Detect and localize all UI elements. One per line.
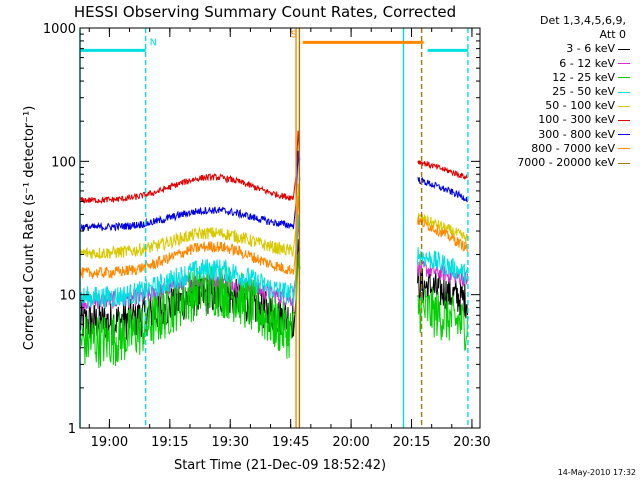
plot-frame [79,27,481,429]
legend-entry: 25 - 50 keV [484,85,630,99]
flag-label: S [291,29,297,40]
date-stamp: 14-May-2010 17:32 [557,468,636,477]
legend-header-line-1: Det 1,3,4,5,6,9, [539,14,626,27]
x-tick-label: 20:30 [453,435,490,450]
legend-swatch [618,162,630,164]
series-line-pre [79,183,301,260]
series-line-post [417,216,468,252]
legend-entry: 100 - 300 keV [484,113,630,127]
x-tick-label: 19:45 [272,435,309,450]
x-tick-label: 19:00 [91,435,128,450]
chart-title: HESSI Observing Summary Count Rates, Cor… [74,3,456,21]
series-line-pre [79,254,301,369]
series-line-pre [79,214,301,309]
legend-label: 7000 - 20000 keV [517,155,615,169]
x-tick-label: 19:15 [151,435,188,450]
legend-header-line-2: Att 0 [599,28,626,42]
legend-label: 50 - 100 keV [545,99,615,113]
legend-swatch [618,77,630,79]
legend-entry: 12 - 25 keV [484,71,630,85]
x-tick-label: 19:30 [212,435,249,450]
legend-swatch [618,148,630,150]
series-line-pre [79,130,301,205]
series-line-pre [79,195,301,280]
legend-entry: 50 - 100 keV [484,99,630,113]
legend: Det 1,3,4,5,6,9, Att 0 3 - 6 keV 6 - 12 k… [484,14,630,170]
y-tick-label: 1 [68,422,76,437]
legend-label: 12 - 25 keV [552,70,615,84]
legend-entry: 300 - 800 keV [484,128,630,142]
axes: 1 10 100 1000 19:00 19:15 19:30 19:45 20:00 20:15… [43,22,491,450]
series-line-pre [79,220,301,311]
legend-swatch [618,105,630,107]
legend-label: 800 - 7000 keV [531,141,615,155]
series-line-post [417,268,469,319]
plot-area: NS [79,28,469,428]
series-line-post [417,246,469,285]
legend-swatch [618,49,630,50]
y-tick-label: 1000 [43,22,76,37]
x-tick-label: 20:15 [393,435,430,450]
series-line-post [417,287,469,352]
series-line-post [417,177,468,203]
legend-swatch [618,119,630,121]
legend-label: 100 - 300 keV [538,113,615,127]
legend-entry: 800 - 7000 keV [484,142,630,156]
x-axis-label: Start Time (21-Dec-09 18:52:42) [174,458,386,473]
series-line-post [417,160,468,180]
y-axis-label: Corrected Count Rate (s⁻¹ detector⁻¹) [22,106,37,351]
legend-swatch [618,91,630,93]
legend-label: 25 - 50 keV [552,84,615,98]
x-tick-label: 20:00 [332,435,369,450]
legend-entry: 3 - 6 keV [484,42,630,56]
legend-entry: 6 - 12 keV [484,57,630,71]
legend-label: 3 - 6 keV [566,42,615,56]
legend-label: 300 - 800 keV [538,127,615,141]
y-tick-label: 10 [59,289,76,304]
legend-swatch [618,63,630,65]
legend-swatch [618,134,630,136]
y-tick-label: 100 [51,155,76,170]
flag-label: N [150,37,157,48]
series-line-pre [79,150,301,232]
series-line-post [417,212,469,244]
legend-label: 6 - 12 keV [559,56,615,70]
legend-entry: 7000 - 20000 keV [484,156,630,170]
